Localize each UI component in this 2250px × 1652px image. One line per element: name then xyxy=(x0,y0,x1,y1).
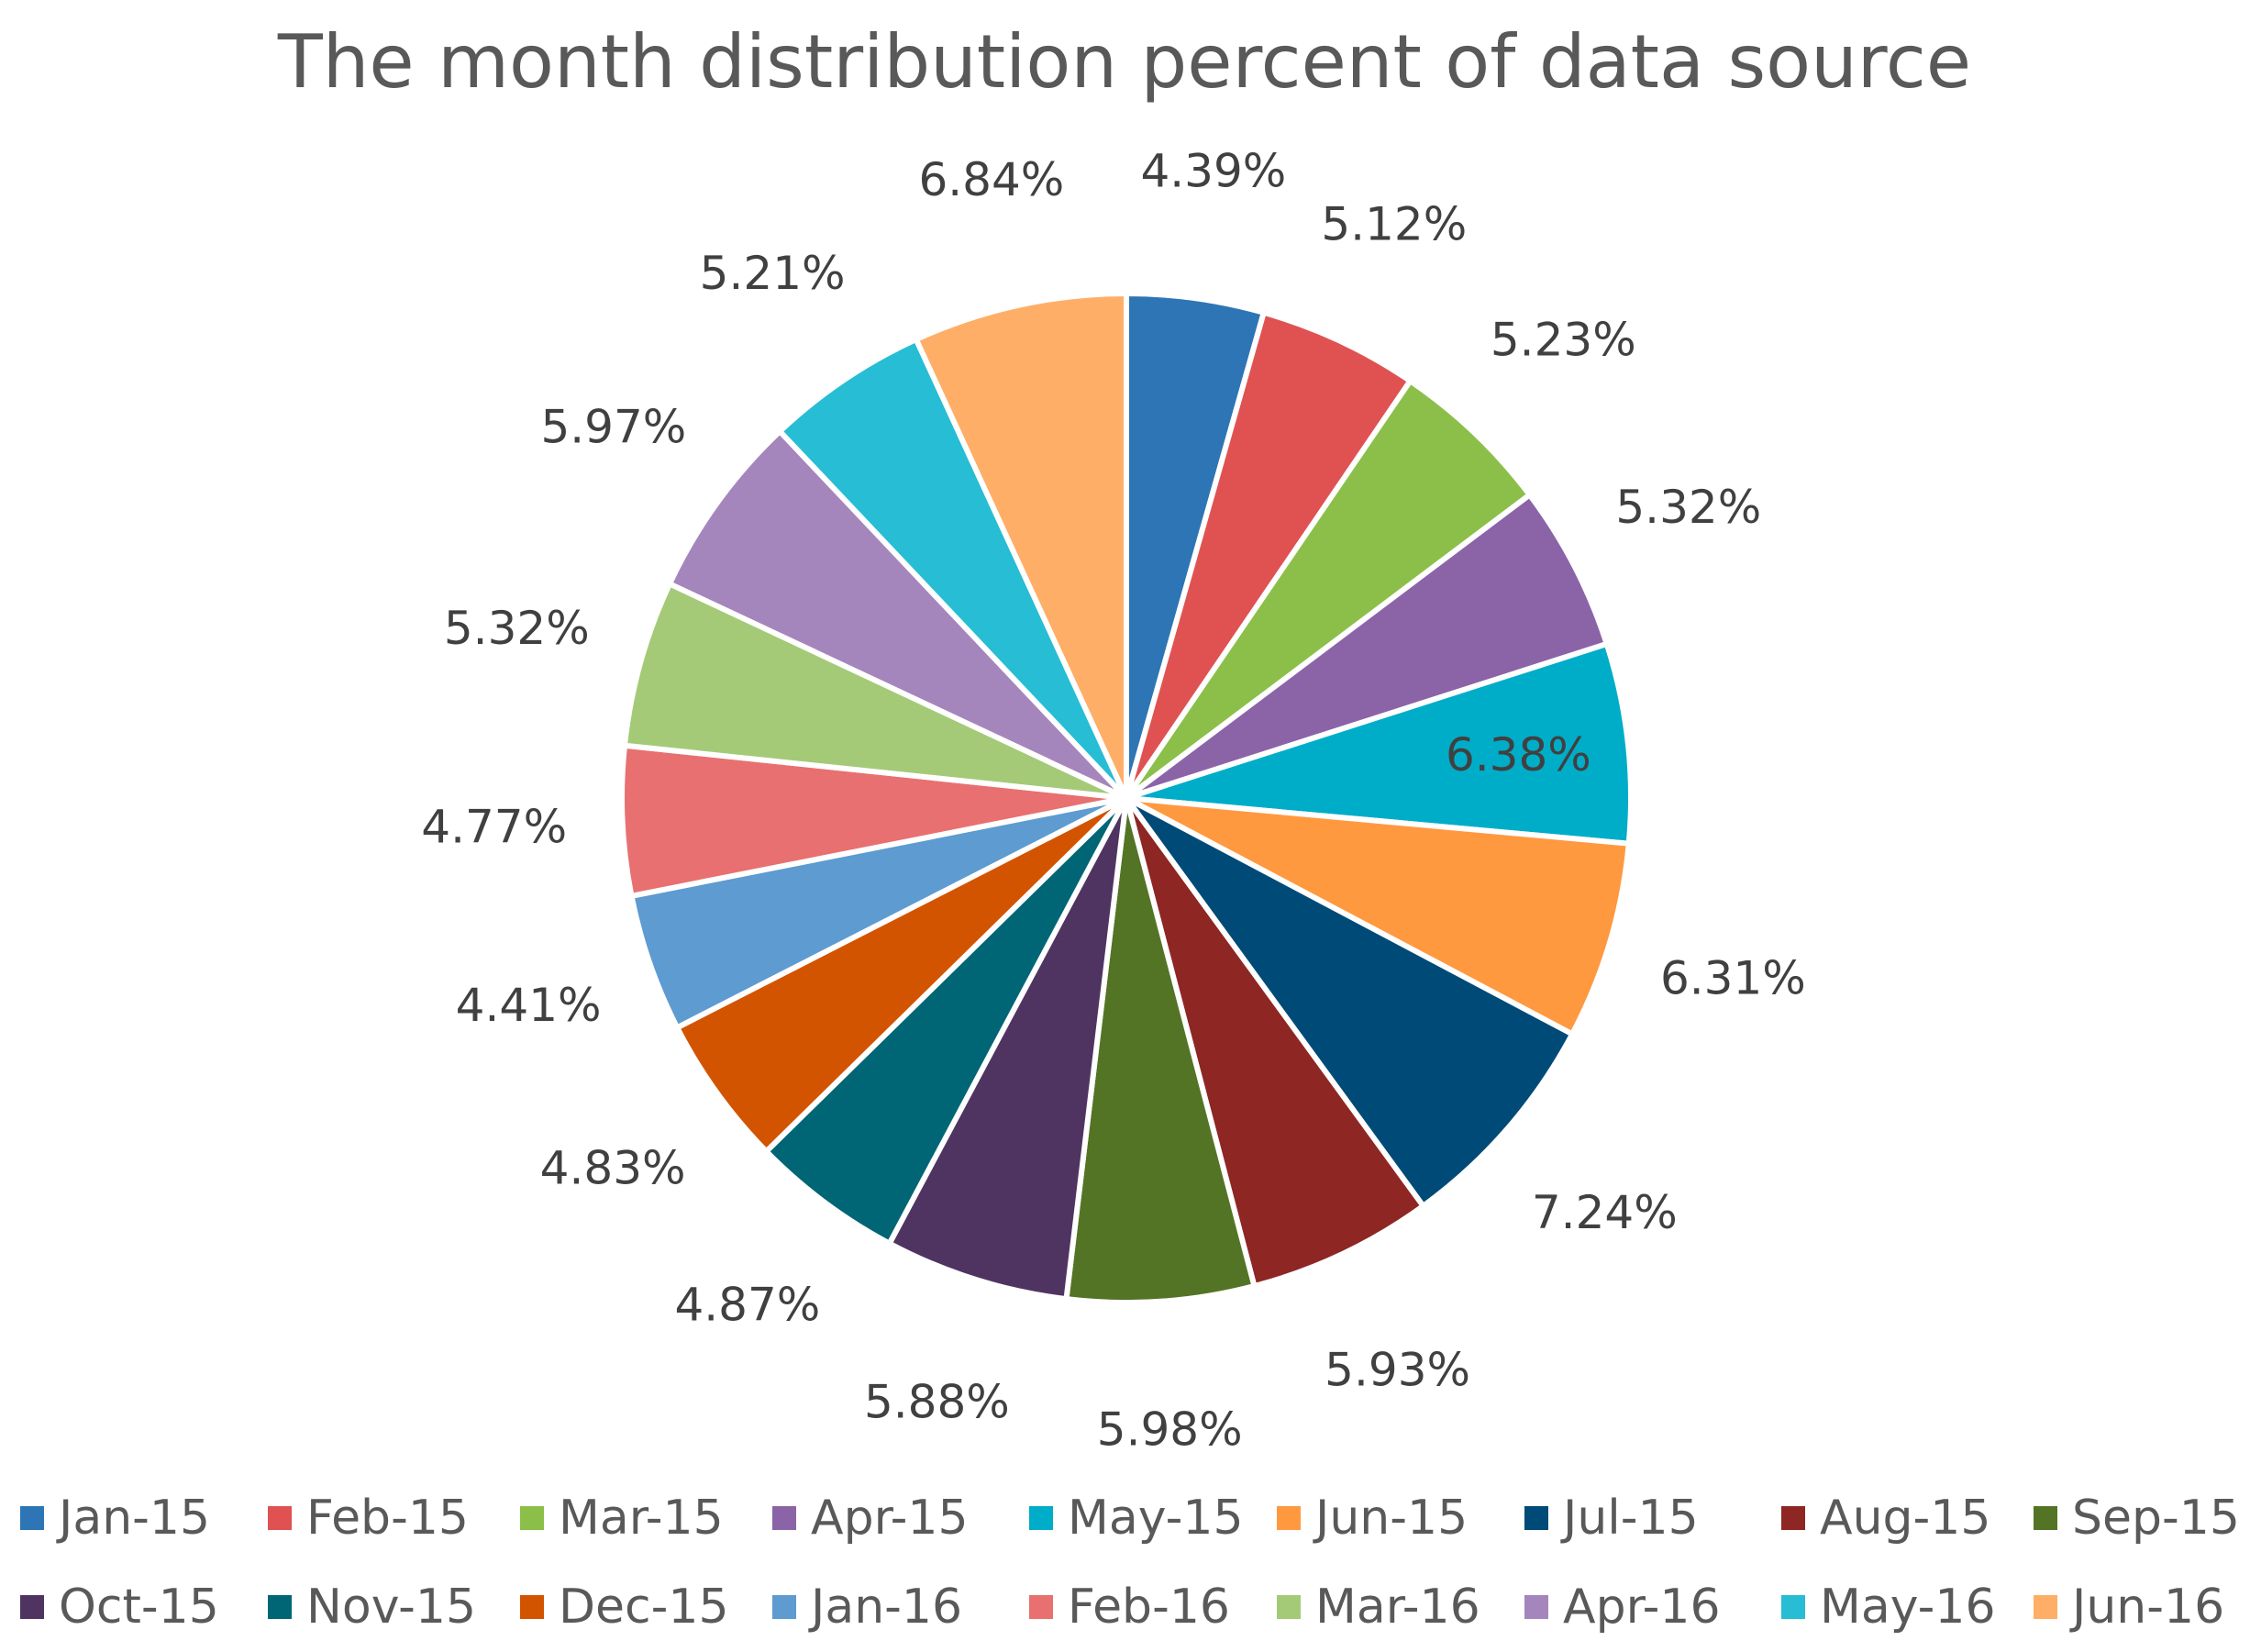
legend-swatch-sep-15 xyxy=(2034,1506,2057,1530)
legend-swatch-jan-15 xyxy=(20,1506,44,1530)
legend-label-nov-15: Nov-15 xyxy=(306,1580,476,1635)
data-label-apr-16: 5.97% xyxy=(540,401,686,454)
legend-swatch-apr-16 xyxy=(1524,1595,1548,1619)
legend-swatch-dec-15 xyxy=(520,1595,544,1619)
legend-swatch-jul-15 xyxy=(1524,1506,1548,1530)
legend-item-apr-15: Apr-15 xyxy=(772,1491,969,1546)
data-label-may-15: 6.38% xyxy=(1446,728,1591,782)
data-label-feb-16: 4.77% xyxy=(421,800,567,853)
legend-label-jun-15: Jun-15 xyxy=(1313,1491,1468,1546)
legend-item-mar-16: Mar-16 xyxy=(1277,1580,1480,1635)
legend-label-feb-16: Feb-16 xyxy=(1068,1580,1230,1635)
legend-item-nov-15: Nov-15 xyxy=(268,1580,476,1635)
legend-item-jul-15: Jul-15 xyxy=(1524,1491,1699,1546)
legend-label-mar-16: Mar-16 xyxy=(1315,1580,1480,1635)
chart-legend: Jan-15 Feb-15 Mar-15 Apr-15 May-15 Jun-15 Jul-… xyxy=(20,1491,2240,1635)
legend-label-dec-15: Dec-15 xyxy=(559,1580,729,1635)
legend-item-feb-15: Feb-15 xyxy=(268,1491,469,1546)
data-label-oct-15: 5.88% xyxy=(864,1375,1010,1428)
legend-label-apr-16: Apr-16 xyxy=(1563,1580,1721,1635)
legend-label-jan-15: Jan-15 xyxy=(56,1491,210,1546)
legend-label-mar-15: Mar-15 xyxy=(559,1491,724,1546)
pie-slice-feb-16 xyxy=(619,742,1129,899)
legend-swatch-jun-15 xyxy=(1277,1506,1301,1530)
legend-item-jan-16: Jan-16 xyxy=(772,1580,962,1635)
pie-slice-aug-15 xyxy=(1124,795,1426,1290)
legend-swatch-jan-16 xyxy=(772,1595,796,1619)
pie-slice-may-16 xyxy=(777,337,1129,801)
legend-item-dec-15: Dec-15 xyxy=(520,1580,729,1635)
pie-slices xyxy=(619,291,1634,1305)
legend-item-may-16: May-16 xyxy=(1781,1580,1996,1635)
legend-swatch-nov-15 xyxy=(268,1595,292,1619)
legend-item-sep-15: Sep-15 xyxy=(2034,1491,2240,1546)
data-label-may-16: 5.21% xyxy=(700,247,846,300)
pie-slice-mar-15 xyxy=(1124,378,1533,801)
data-label-jan-15: 4.39% xyxy=(1140,145,1286,198)
legend-item-jun-15: Jun-15 xyxy=(1277,1491,1468,1546)
legend-label-jul-15: Jul-15 xyxy=(1560,1491,1699,1546)
data-label-aug-15: 5.93% xyxy=(1325,1344,1470,1397)
legend-item-may-15: May-15 xyxy=(1029,1491,1244,1546)
legend-item-feb-16: Feb-16 xyxy=(1029,1580,1230,1635)
data-label-apr-15: 5.32% xyxy=(1615,481,1761,534)
pie-slice-dec-15 xyxy=(674,795,1129,1155)
pie-slice-jul-15 xyxy=(1124,795,1576,1209)
pie-slice-apr-16 xyxy=(667,428,1129,801)
legend-swatch-may-16 xyxy=(1781,1595,1805,1619)
pie-slice-apr-15 xyxy=(1124,492,1610,801)
legend-item-aug-15: Aug-15 xyxy=(1781,1491,1990,1546)
data-label-feb-15: 5.12% xyxy=(1321,198,1467,251)
legend-label-jun-16: Jun-16 xyxy=(2069,1580,2224,1635)
legend-swatch-oct-15 xyxy=(20,1595,44,1619)
pie-slice-may-15 xyxy=(1124,641,1634,847)
data-label-mar-16: 5.32% xyxy=(444,602,590,655)
data-label-nov-15: 4.87% xyxy=(674,1279,820,1332)
legend-label-may-16: May-16 xyxy=(1820,1580,1996,1635)
pie-slice-jun-16 xyxy=(913,291,1129,801)
legend-swatch-apr-15 xyxy=(772,1506,796,1530)
data-label-jun-15: 6.31% xyxy=(1660,952,1806,1005)
legend-item-jan-15: Jan-15 xyxy=(20,1491,210,1546)
legend-label-sep-15: Sep-15 xyxy=(2072,1491,2240,1546)
data-label-jan-16: 4.41% xyxy=(456,979,602,1032)
data-label-jun-16: 6.84% xyxy=(918,153,1064,206)
legend-label-feb-15: Feb-15 xyxy=(306,1491,469,1546)
pie-slice-mar-16 xyxy=(621,581,1129,801)
legend-swatch-mar-16 xyxy=(1277,1595,1301,1619)
legend-item-mar-15: Mar-15 xyxy=(520,1491,724,1546)
data-label-jul-15: 7.24% xyxy=(1532,1186,1678,1239)
pie-slice-oct-15 xyxy=(886,795,1129,1303)
legend-label-may-15: May-15 xyxy=(1068,1491,1244,1546)
legend-label-oct-15: Oct-15 xyxy=(59,1580,219,1635)
legend-item-jun-16: Jun-16 xyxy=(2034,1580,2224,1635)
legend-label-aug-15: Aug-15 xyxy=(1820,1491,1990,1546)
legend-swatch-feb-16 xyxy=(1029,1595,1053,1619)
legend-swatch-mar-15 xyxy=(520,1506,544,1530)
chart-title: The month distribution percent of data s… xyxy=(277,19,1971,105)
pie-data-labels: 4.39% 5.12% 5.23% 5.32% 6.38% 6.31% 7.24% 5.93%… xyxy=(421,145,1806,1457)
legend-swatch-aug-15 xyxy=(1781,1506,1805,1530)
data-label-sep-15: 5.98% xyxy=(1097,1403,1243,1456)
legend-item-oct-15: Oct-15 xyxy=(20,1580,219,1635)
legend-swatch-jun-16 xyxy=(2034,1595,2057,1619)
pie-slice-nov-15 xyxy=(763,795,1129,1247)
data-label-dec-15: 4.83% xyxy=(540,1141,686,1194)
legend-item-apr-16: Apr-16 xyxy=(1524,1580,1721,1635)
legend-swatch-feb-15 xyxy=(268,1506,292,1530)
pie-slice-feb-15 xyxy=(1124,309,1413,801)
legend-label-apr-15: Apr-15 xyxy=(811,1491,969,1546)
data-label-mar-15: 5.23% xyxy=(1491,314,1636,367)
pie-slice-jun-15 xyxy=(1124,795,1632,1037)
legend-label-jan-16: Jan-16 xyxy=(808,1580,962,1635)
legend-swatch-may-15 xyxy=(1029,1506,1053,1530)
